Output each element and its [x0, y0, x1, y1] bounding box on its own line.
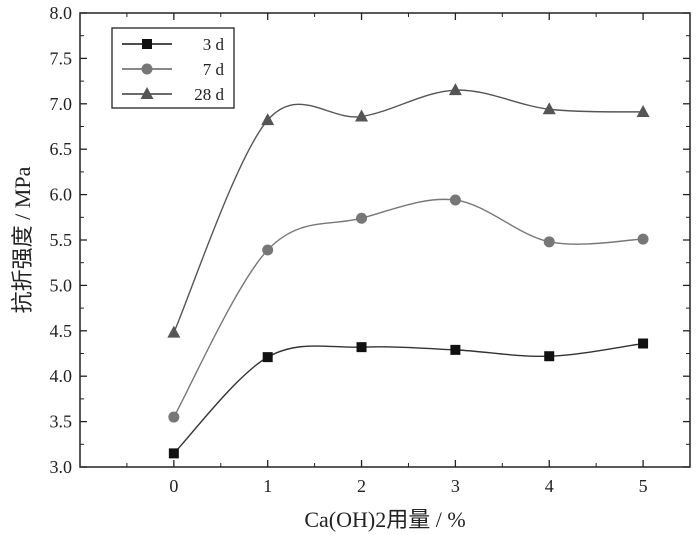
data-point-2-0: [167, 325, 181, 338]
y-tick-label: 6.5: [50, 139, 73, 159]
series-line-1: [173, 198, 644, 418]
data-point-0-2: [356, 342, 367, 353]
legend-label-2: 28 d: [194, 85, 224, 104]
data-point-2-3: [448, 83, 462, 96]
data-point-2-5: [636, 104, 650, 117]
y-axis-title: 抗折强度 / MPa: [10, 166, 35, 313]
data-point-1-0: [168, 411, 180, 423]
y-tick-label: 3.0: [50, 457, 73, 477]
legend-marker-2: [140, 87, 154, 99]
x-tick-label: 4: [545, 476, 554, 496]
y-tick-label: 5.5: [50, 230, 73, 250]
legend-marker-1: [141, 63, 153, 75]
y-tick-label: 4.0: [50, 366, 73, 386]
y-tick-label: 3.5: [50, 412, 73, 432]
y-tick-label: 4.5: [50, 321, 73, 341]
data-point-0-4: [544, 351, 555, 362]
data-point-2-2: [355, 109, 369, 122]
data-point-2-4: [542, 102, 556, 115]
data-point-0-5: [638, 338, 649, 349]
plot-area: 3.0 3.5 4.0 4.5 5.0 5.5 6.0 6.5 7.0 7.5 8.0 0 1 2 3 4 5 3…: [50, 3, 691, 496]
y-tick-label: 7.0: [50, 94, 73, 114]
data-point-1-2: [356, 212, 368, 224]
series-line-0: [173, 342, 644, 454]
data-point-1-5: [637, 233, 649, 245]
x-tick-label: 5: [639, 476, 648, 496]
data-point-0-0: [168, 448, 179, 459]
legend-label-0: 3 d: [203, 35, 225, 54]
x-tick-label: 2: [357, 476, 366, 496]
data-point-1-4: [543, 236, 555, 248]
y-tick-label: 8.0: [50, 3, 73, 23]
legend-label-1: 7 d: [203, 60, 225, 79]
x-tick-label: 1: [263, 476, 272, 496]
y-tick-label: 6.0: [50, 185, 73, 205]
data-point-1-3: [449, 194, 461, 206]
data-point-1-1: [262, 244, 274, 256]
x-tick-label: 3: [451, 476, 460, 496]
legend-marker-0: [142, 39, 152, 49]
x-axis-title: Ca(OH)2用量 / %: [304, 507, 465, 532]
series-line-2: [173, 89, 644, 333]
y-tick-label: 5.0: [50, 275, 73, 295]
data-point-2-1: [261, 113, 275, 126]
x-tick-label: 0: [169, 476, 178, 496]
data-point-0-1: [262, 352, 273, 363]
data-point-0-3: [450, 344, 461, 355]
y-tick-label: 7.5: [50, 48, 73, 68]
